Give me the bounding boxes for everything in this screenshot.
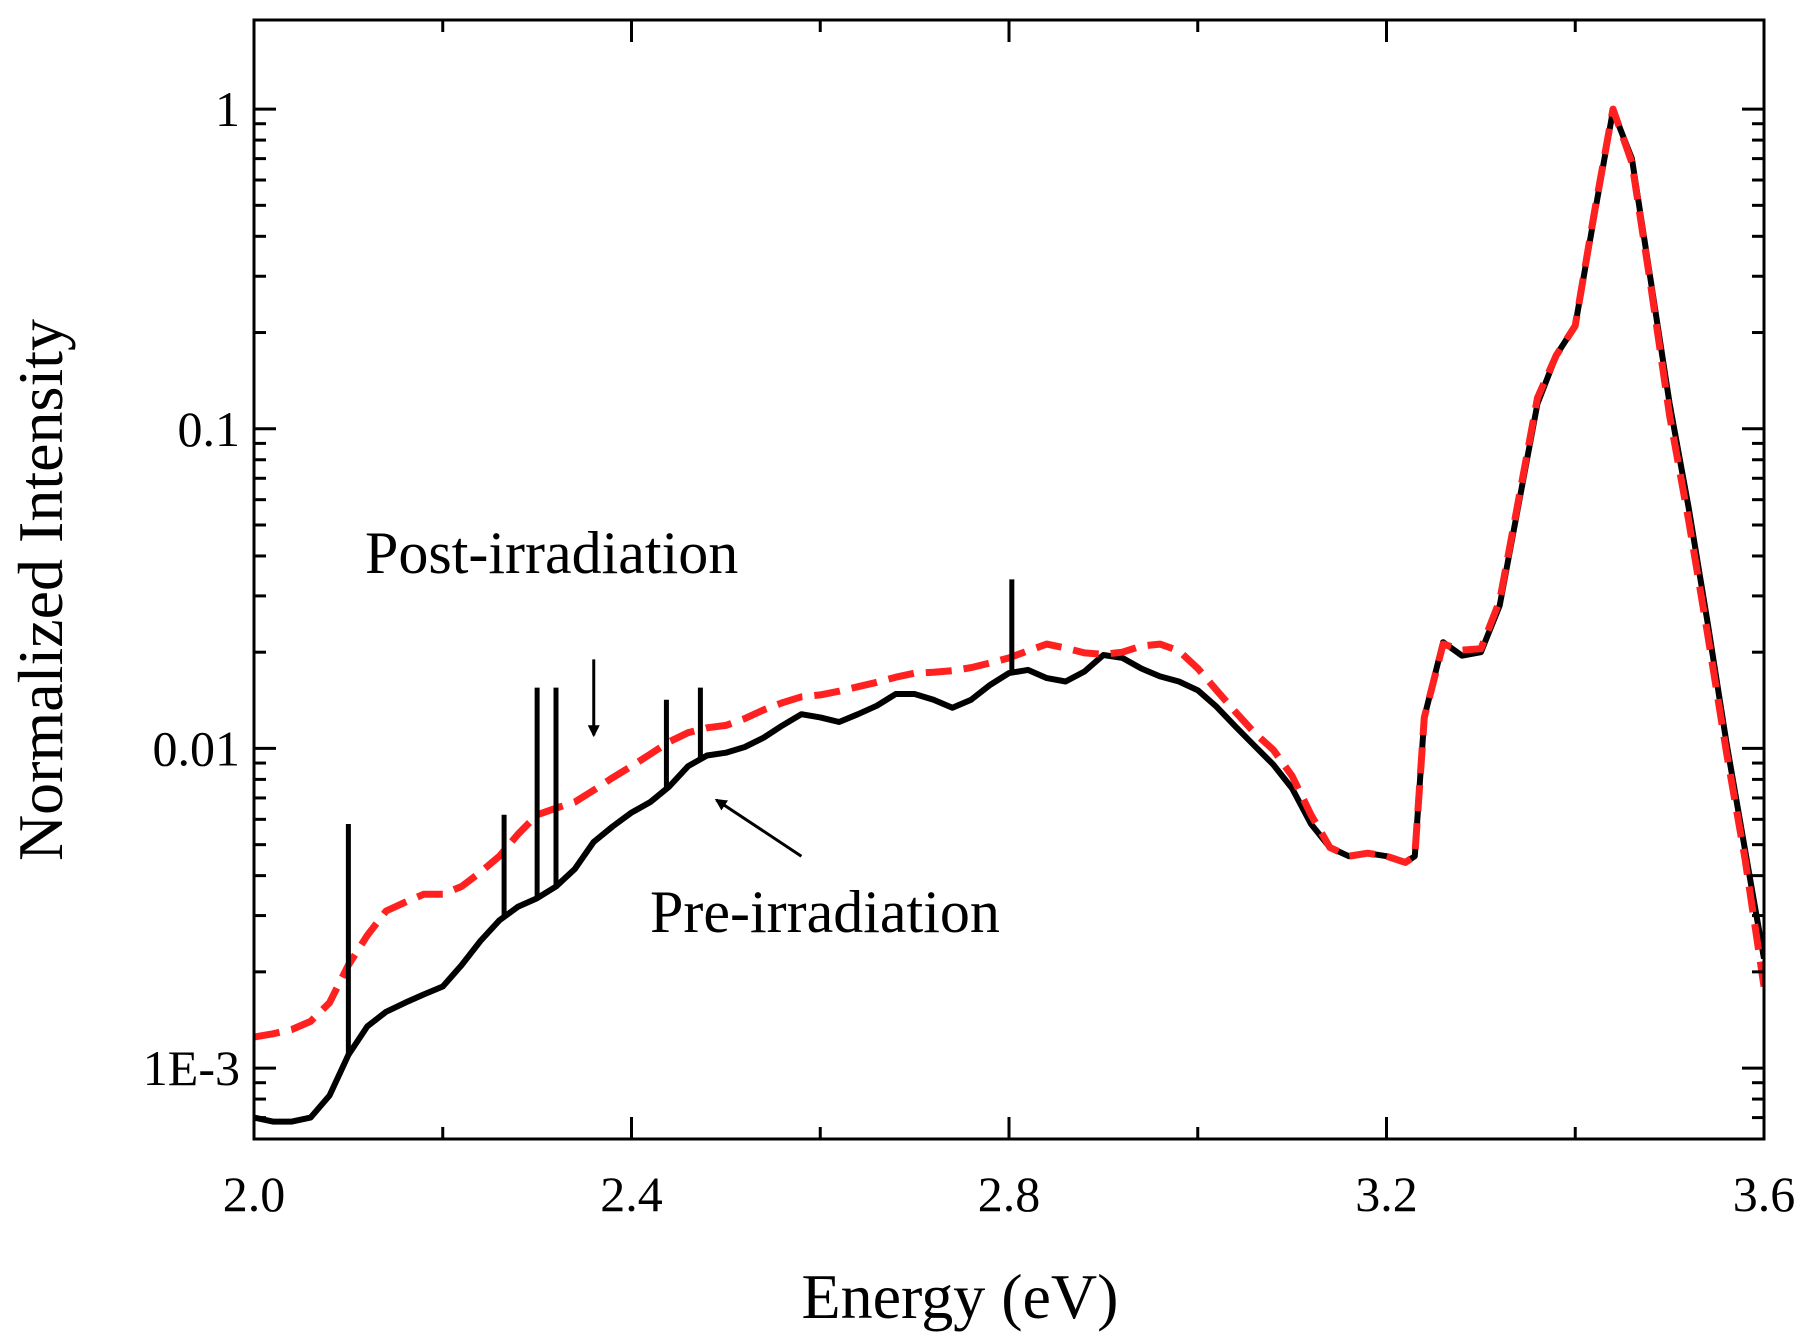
y-tick-label: 1E-3 xyxy=(143,1040,240,1096)
series-layer xyxy=(254,105,1764,1125)
y-axis-title: Normalized Intensity xyxy=(5,319,76,861)
x-tick-labels: 2.0 2.4 2.8 3.2 3.6 xyxy=(223,1166,1796,1222)
series-line-post-irradiation xyxy=(254,105,1764,1041)
x-tick-label: 3.6 xyxy=(1733,1166,1796,1222)
annotation-layer: Post-irradiation Pre-irradiation xyxy=(365,520,1000,945)
x-tick-label: 2.0 xyxy=(223,1166,286,1222)
x-tick-label: 3.2 xyxy=(1355,1166,1418,1222)
x-tick-label: 2.4 xyxy=(600,1166,663,1222)
y-tick-label: 1 xyxy=(215,81,240,137)
pre-irradiation-arrow xyxy=(714,798,803,858)
ticks-layer xyxy=(252,20,1766,1141)
x-tick-label: 2.8 xyxy=(978,1166,1041,1222)
pre-irradiation-label: Pre-irradiation xyxy=(650,879,1000,945)
y-tick-labels: 1E-3 0.01 0.1 1 xyxy=(143,81,240,1096)
post-irradiation-label: Post-irradiation xyxy=(365,520,738,586)
series-line-pre-irradiation xyxy=(254,107,1764,1125)
y-tick-label: 0.1 xyxy=(178,401,241,457)
y-tick-label: 0.01 xyxy=(153,720,241,776)
x-axis-title: Energy (eV) xyxy=(802,1261,1119,1332)
